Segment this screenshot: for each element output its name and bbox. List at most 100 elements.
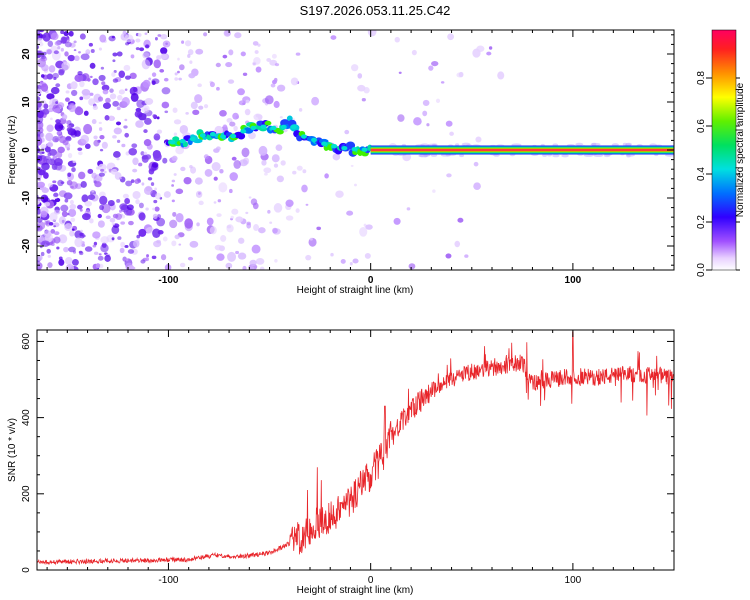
noise-speck bbox=[43, 103, 49, 109]
noise-speck bbox=[53, 108, 61, 113]
noise-speck bbox=[130, 92, 139, 102]
noise-speck bbox=[93, 139, 100, 147]
noise-speck bbox=[285, 199, 294, 208]
y-tick-label: 400 bbox=[21, 409, 32, 426]
noise-speck bbox=[162, 40, 171, 48]
noise-speck bbox=[153, 240, 162, 248]
noise-speck bbox=[274, 63, 280, 67]
noise-speck bbox=[38, 169, 46, 176]
noise-speck bbox=[237, 88, 245, 96]
noise-speck bbox=[228, 49, 234, 56]
noise-speck bbox=[154, 206, 160, 212]
noise-speck bbox=[123, 125, 128, 129]
noise-speck bbox=[406, 207, 411, 211]
noise-speck bbox=[175, 212, 184, 223]
noise-speck bbox=[116, 157, 120, 161]
noise-speck bbox=[422, 99, 430, 106]
noise-speck bbox=[285, 215, 294, 221]
noise-speck bbox=[160, 34, 168, 40]
x-tick-label: 0 bbox=[368, 575, 374, 586]
noise-speck bbox=[141, 59, 151, 70]
snr-series-line bbox=[37, 331, 674, 566]
noise-speck bbox=[121, 97, 130, 107]
noise-speck bbox=[58, 69, 65, 76]
noise-speck bbox=[153, 199, 158, 204]
noise-speck bbox=[37, 261, 43, 270]
noise-speck bbox=[330, 252, 334, 257]
noise-speck bbox=[37, 44, 40, 50]
noise-speck bbox=[56, 246, 60, 250]
noise-speck bbox=[197, 83, 202, 88]
noise-speck bbox=[66, 127, 73, 133]
noise-speck bbox=[90, 49, 95, 53]
noise-speck bbox=[271, 154, 280, 163]
noise-speck bbox=[259, 266, 265, 270]
noise-speck bbox=[181, 40, 185, 44]
noise-speck bbox=[447, 33, 455, 41]
noise-speck bbox=[257, 114, 263, 120]
noise-speck bbox=[302, 169, 307, 174]
noise-speck bbox=[151, 72, 157, 77]
noise-speck bbox=[232, 112, 239, 120]
noise-speck bbox=[41, 64, 49, 72]
noise-speck bbox=[189, 165, 193, 169]
noise-speck bbox=[81, 194, 89, 203]
ridge-blob bbox=[290, 124, 297, 130]
noise-speck bbox=[98, 47, 103, 51]
noise-speck bbox=[63, 192, 73, 200]
noise-speck bbox=[161, 87, 171, 95]
noise-speck bbox=[159, 68, 165, 73]
noise-speck bbox=[104, 115, 110, 121]
noise-speck bbox=[53, 225, 57, 228]
y-tick-label: 10 bbox=[21, 96, 32, 108]
noise-speck bbox=[164, 110, 169, 114]
noise-speck bbox=[178, 77, 182, 81]
y-tick-label: 200 bbox=[21, 485, 32, 502]
noise-speck bbox=[251, 244, 261, 254]
noise-speck bbox=[111, 225, 120, 234]
noise-speck bbox=[37, 136, 43, 146]
noise-speck bbox=[40, 132, 45, 139]
noise-speck bbox=[561, 154, 569, 158]
noise-speck bbox=[47, 183, 53, 188]
noise-speck bbox=[69, 199, 74, 205]
noise-speck bbox=[138, 212, 146, 221]
noise-speck bbox=[132, 239, 140, 248]
noise-speck bbox=[172, 107, 178, 113]
noise-speck bbox=[73, 40, 77, 44]
noise-speck bbox=[273, 203, 283, 213]
noise-speck bbox=[45, 132, 54, 142]
noise-speck bbox=[88, 42, 93, 47]
ridge-blob bbox=[230, 133, 237, 139]
noise-speck bbox=[135, 38, 141, 43]
noise-speck bbox=[43, 229, 52, 238]
noise-speck bbox=[340, 259, 346, 264]
noise-speck bbox=[141, 105, 150, 114]
noise-speck bbox=[169, 219, 178, 229]
noise-speck bbox=[64, 41, 72, 48]
noise-speck bbox=[101, 84, 110, 91]
noise-speck bbox=[95, 263, 101, 269]
noise-speck bbox=[134, 178, 140, 184]
noise-speck bbox=[92, 78, 99, 86]
noise-speck bbox=[37, 123, 40, 129]
noise-speck bbox=[102, 102, 111, 109]
noise-speck bbox=[240, 51, 246, 57]
noise-speck bbox=[84, 200, 92, 207]
noise-speck bbox=[109, 93, 117, 100]
y-tick-label: 600 bbox=[21, 333, 32, 350]
noise-speck bbox=[257, 43, 261, 47]
noise-speck bbox=[215, 62, 221, 68]
noise-speck bbox=[267, 209, 271, 214]
noise-speck bbox=[445, 120, 453, 127]
ridge-blob bbox=[179, 138, 186, 144]
noise-speck bbox=[108, 115, 114, 122]
x-tick-label: 0 bbox=[368, 275, 374, 286]
noise-speck bbox=[40, 210, 48, 218]
noise-speck bbox=[87, 194, 96, 200]
noise-speck bbox=[426, 123, 430, 127]
noise-speck bbox=[107, 200, 115, 207]
noise-speck bbox=[65, 90, 70, 94]
ridge-blob bbox=[300, 134, 307, 139]
noise-speck bbox=[311, 96, 320, 106]
